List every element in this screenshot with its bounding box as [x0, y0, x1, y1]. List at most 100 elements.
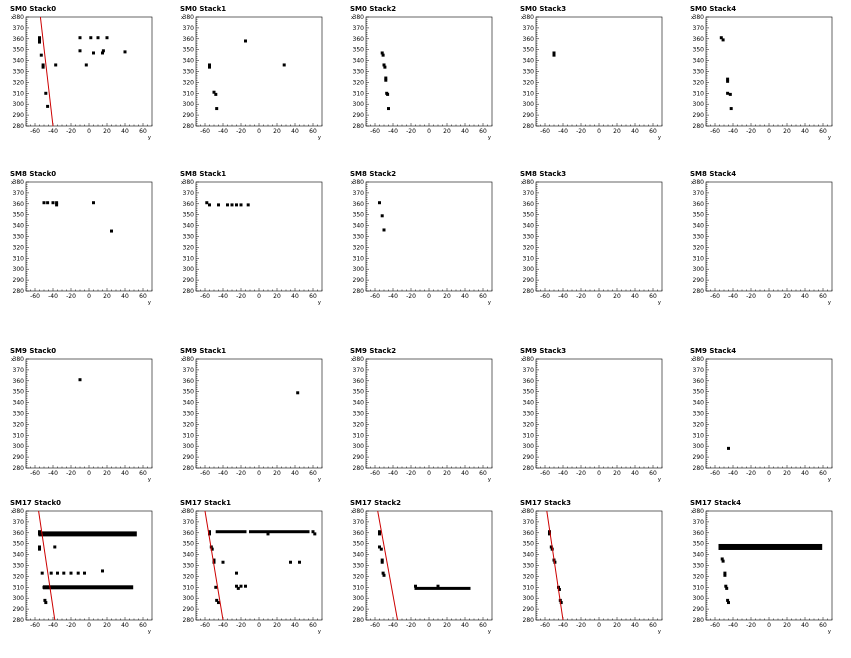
y-tick-label: 320: [183, 79, 195, 86]
y-tick-label: 290: [183, 454, 195, 461]
y-tick-label: 350: [183, 389, 195, 396]
y-tick-label: 320: [523, 573, 535, 580]
x-tick-label: 20: [273, 470, 281, 477]
data-point: [105, 36, 109, 40]
y-tick-label: 360: [353, 36, 365, 43]
x-tick-label: -60: [540, 128, 550, 135]
scatter-plot: -60 -40 -20 0 20 40 60 280 290 300 310 320 330 340 350…: [11, 508, 153, 635]
y-tick-label: 290: [523, 277, 535, 284]
x-tick-label: 60: [479, 470, 487, 477]
x-tick-label: 0: [257, 293, 261, 300]
y-tick-label: 360: [353, 201, 365, 208]
data-point: [386, 92, 390, 96]
y-tick-label: 340: [183, 223, 195, 230]
y-tick-label: 320: [693, 573, 705, 580]
plot-frame: [705, 181, 833, 292]
x-tick-label: -20: [236, 128, 246, 135]
y-tick-label: 360: [183, 201, 195, 208]
y-axis-label: x: [11, 180, 15, 186]
chart-title: SM8 Stack0: [10, 170, 57, 178]
y-tick-label: 350: [353, 541, 365, 548]
x-axis-label: y: [828, 300, 832, 306]
plot-frame: [535, 16, 663, 127]
y-tick-label: 350: [523, 389, 535, 396]
fit-line: [204, 511, 224, 620]
y-tick-label: 320: [183, 421, 195, 428]
y-tick-label: 320: [183, 244, 195, 251]
x-tick-label: 40: [801, 128, 809, 135]
y-axis-label: x: [691, 180, 695, 186]
x-axis-label: y: [148, 135, 152, 141]
x-axis-label: y: [488, 477, 492, 483]
x-tick-label: -20: [576, 470, 586, 477]
data-point: [311, 530, 315, 534]
y-tick-label: 360: [693, 530, 705, 537]
y-axis-label: x: [11, 509, 15, 515]
y-tick-label: 310: [693, 432, 705, 439]
chart-panel: SM0 Stack1 -60 -40 -20 0 20 40 60 280 290 300 310 32…: [170, 0, 340, 164]
x-tick-label: 0: [257, 622, 261, 629]
y-tick-label: 320: [353, 421, 365, 428]
data-point: [727, 601, 730, 605]
chart-panel: SM17 Stack2 -60 -40 -20 0 20 40 60 280 290 300 310 3…: [340, 494, 510, 658]
x-tick-label: -20: [66, 470, 76, 477]
x-axis-label: y: [318, 135, 322, 141]
y-tick-label: 360: [183, 530, 195, 537]
y-tick-label: 290: [693, 277, 705, 284]
y-tick-label: 360: [523, 201, 535, 208]
x-axis-label: y: [148, 300, 152, 306]
x-tick-label: -20: [236, 293, 246, 300]
y-tick-label: 350: [183, 47, 195, 54]
plot-frame: [365, 510, 493, 621]
y-tick-label: 330: [13, 563, 25, 570]
y-tick-label: 280: [693, 617, 705, 624]
x-tick-label: 60: [649, 622, 657, 629]
x-tick-label: 60: [819, 128, 827, 135]
chart-title: SM9 Stack1: [180, 347, 227, 355]
y-tick-label: 350: [693, 47, 705, 54]
y-tick-label: 360: [523, 378, 535, 385]
x-tick-label: -60: [200, 128, 210, 135]
data-point: [123, 50, 127, 54]
x-tick-label: 40: [631, 470, 639, 477]
y-tick-label: 280: [183, 617, 195, 624]
y-tick-label: 370: [13, 367, 25, 374]
y-tick-label: 350: [693, 212, 705, 219]
chart-panel: SM0 Stack0 -60 -40 -20 0 20 40 60 280 290 300 310 32…: [0, 0, 170, 164]
data-point: [559, 601, 563, 605]
x-axis-label: y: [828, 135, 832, 141]
x-tick-label: -20: [406, 293, 416, 300]
scatter-plot: -60 -40 -20 0 20 40 60 280 290 300 310 320 330 340 350…: [691, 14, 833, 141]
x-tick-label: 20: [443, 470, 451, 477]
y-tick-label: 370: [13, 190, 25, 197]
data-point: [723, 573, 727, 577]
data-point: [49, 571, 53, 575]
scatter-plot: -60 -40 -20 0 20 40 60 280 290 300 310 320 330 340 350…: [11, 356, 153, 483]
x-tick-label: -20: [406, 470, 416, 477]
y-tick-label: 380: [353, 14, 365, 21]
x-tick-label: 40: [461, 128, 469, 135]
y-tick-label: 280: [13, 617, 25, 624]
data-point: [726, 91, 730, 95]
data-point: [39, 53, 43, 57]
y-tick-label: 290: [13, 606, 25, 613]
data-point: [217, 203, 220, 207]
x-tick-label: 20: [103, 622, 111, 629]
data-point: [226, 203, 229, 207]
y-tick-label: 380: [183, 179, 195, 186]
y-tick-label: 320: [523, 79, 535, 86]
y-tick-label: 330: [183, 234, 195, 241]
x-tick-label: 20: [273, 622, 281, 629]
data-point: [383, 65, 387, 69]
x-tick-label: 40: [461, 622, 469, 629]
y-tick-label: 370: [693, 519, 705, 526]
y-tick-label: 360: [523, 36, 535, 43]
y-tick-label: 360: [183, 36, 195, 43]
x-tick-label: -60: [540, 622, 550, 629]
data-point: [552, 53, 556, 57]
chart-panel: SM17 Stack4 -60 -40 -20 0 20 40 60 280 290 300 310 3…: [680, 494, 850, 658]
y-tick-label: 370: [693, 190, 705, 197]
y-tick-label: 320: [353, 79, 365, 86]
data-point: [56, 571, 59, 575]
x-tick-label: -40: [558, 470, 568, 477]
